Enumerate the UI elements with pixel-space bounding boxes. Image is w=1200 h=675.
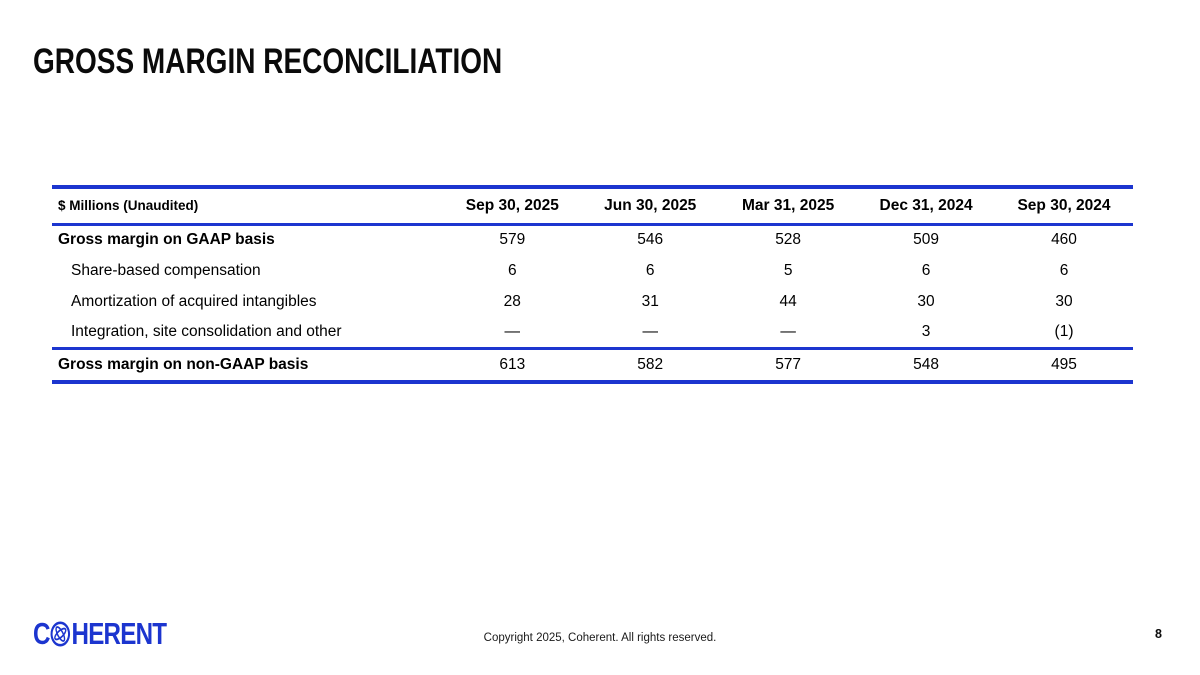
cell-value: 528 [775, 231, 802, 249]
footer-copyright: Copyright 2025, Coherent. All rights res… [483, 632, 717, 644]
cell-value: — [443, 317, 582, 350]
reconciliation-table: $ Millions (Unaudited) Sep 30, 2025 Jun 3… [52, 185, 1133, 384]
cell-value: 3 [857, 317, 996, 350]
cell-value: 546 [637, 231, 664, 249]
table-row: Gross margin on GAAP basis 579 546 528 509 46… [52, 224, 1133, 255]
table-column-header: Mar 31, 2025 [719, 185, 858, 226]
cell-value: 5 [783, 261, 793, 279]
table-body: Gross margin on GAAP basis 579 546 528 509 46… [52, 224, 1133, 384]
table-header-row: $ Millions (Unaudited) Sep 30, 2025 Jun 3… [52, 185, 1133, 226]
atom-orbit-icon [50, 621, 71, 646]
cell-value: 613 [443, 348, 582, 384]
row-label: Amortization of acquired intangibles [71, 292, 317, 310]
reconciliation-table-container: $ Millions (Unaudited) Sep 30, 2025 Jun 3… [52, 185, 1133, 384]
cell-value: — [581, 317, 720, 350]
cell-value: 6 [1059, 261, 1069, 279]
row-label: Share-based compensation [71, 261, 261, 279]
table-row: Share-based compensation 6 6 5 6 6 [52, 255, 1133, 286]
logo-text-suffix: HERENT [71, 616, 168, 651]
table-column-header: Sep 30, 2024 [995, 185, 1133, 226]
cell-value: 495 [995, 348, 1133, 384]
table-column-header: Dec 31, 2024 [857, 185, 996, 226]
cell-value: 6 [645, 261, 655, 279]
cell-value: — [719, 317, 858, 350]
table-unit-label: $ Millions (Unaudited) [52, 185, 444, 226]
cell-value: 44 [779, 292, 797, 310]
cell-value: 6 [921, 261, 931, 279]
cell-value: 579 [499, 231, 526, 249]
table-column-header: Sep 30, 2025 [443, 185, 582, 226]
page-title: GROSS MARGIN RECONCILIATION [33, 42, 503, 81]
table-row: Amortization of acquired intangibles 28 31… [52, 286, 1133, 317]
cell-value: 30 [1055, 292, 1073, 310]
table-row: Gross margin on non-GAAP basis 613 582 577 5… [52, 348, 1133, 384]
table-row: Integration, site consolidation and othe… [52, 317, 1133, 350]
row-label: Gross margin on non-GAAP basis [52, 348, 444, 384]
table-column-header: Jun 30, 2025 [581, 185, 720, 226]
cell-value: 460 [1051, 231, 1077, 249]
logo-text-prefix: C [33, 616, 50, 651]
cell-value: 6 [507, 261, 517, 279]
cell-value: 30 [917, 292, 935, 310]
cell-value: 582 [581, 348, 720, 384]
page-number: 8 [1155, 627, 1162, 641]
cell-value: 577 [719, 348, 858, 384]
cell-value: 509 [913, 231, 939, 249]
cell-value: (1) [995, 317, 1133, 350]
cell-value: 548 [857, 348, 996, 384]
cell-value: 28 [503, 292, 521, 310]
coherent-logo: C HERENT [33, 616, 168, 651]
row-label: Gross margin on GAAP basis [58, 231, 275, 249]
cell-value: 31 [641, 292, 659, 310]
row-label: Integration, site consolidation and othe… [52, 317, 444, 350]
